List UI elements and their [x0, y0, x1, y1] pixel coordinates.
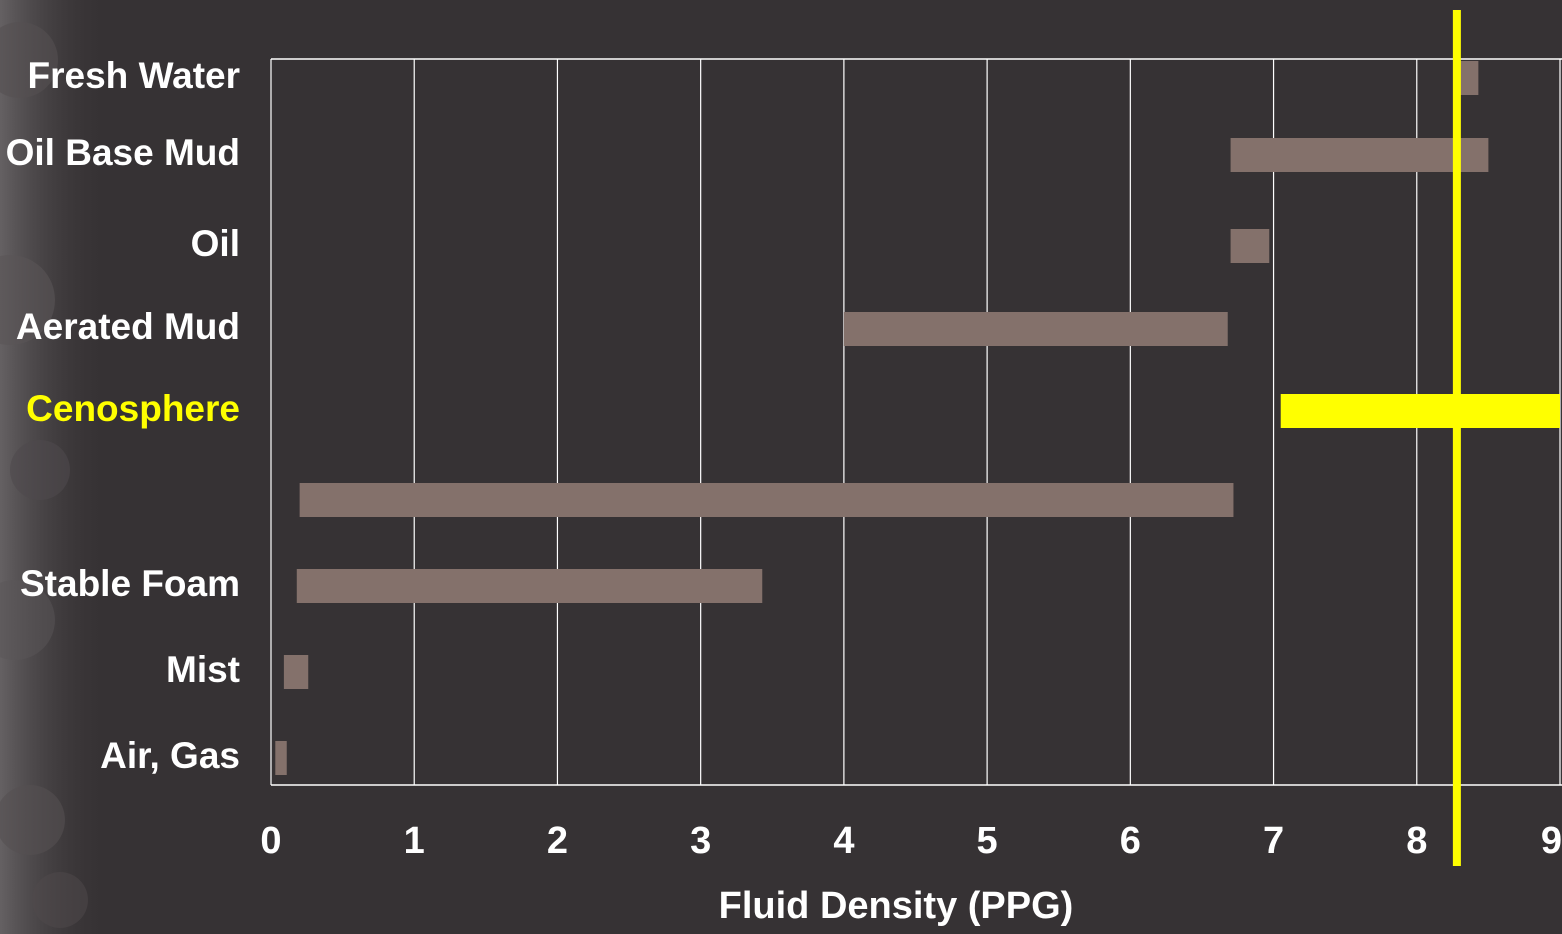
x-tick-label: 0 — [260, 820, 281, 862]
bar — [297, 569, 762, 603]
y-tick-label: Air, Gas — [100, 735, 240, 776]
bar — [1231, 138, 1489, 172]
y-tick-label: Mist — [166, 649, 240, 690]
bar — [1281, 394, 1560, 428]
x-tick-label: 3 — [690, 820, 711, 862]
y-tick-label: Stable Foam — [20, 563, 240, 604]
x-tick-label: 5 — [977, 820, 998, 862]
y-tick-label: Fresh Water — [28, 55, 240, 96]
y-tick-label: Aerated Mud — [16, 306, 240, 347]
x-tick-label: 1 — [404, 820, 425, 862]
x-tick-label: 2 — [547, 820, 568, 862]
x-tick-label: 6 — [1120, 820, 1141, 862]
bar — [844, 312, 1228, 346]
y-tick-label: Oil — [191, 223, 240, 264]
x-tick-label: 8 — [1406, 820, 1427, 862]
y-tick-label: Oil Base Mud — [6, 132, 240, 173]
x-tick-label: 9 — [1541, 820, 1562, 862]
bar — [284, 655, 308, 689]
bar — [1231, 229, 1270, 263]
x-tick-label: 7 — [1263, 820, 1284, 862]
x-tick-label: 4 — [833, 820, 854, 862]
y-tick-label: Cenosphere — [26, 388, 240, 429]
bar — [1460, 61, 1479, 95]
bar — [275, 741, 286, 775]
x-axis-title: Fluid Density (PPG) — [719, 885, 1074, 927]
chart: Fluid Density (PPG) 0 1 2 3 4 5 6 7 8 9 Fresh Wate… — [0, 0, 1562, 934]
bar — [300, 483, 1234, 517]
